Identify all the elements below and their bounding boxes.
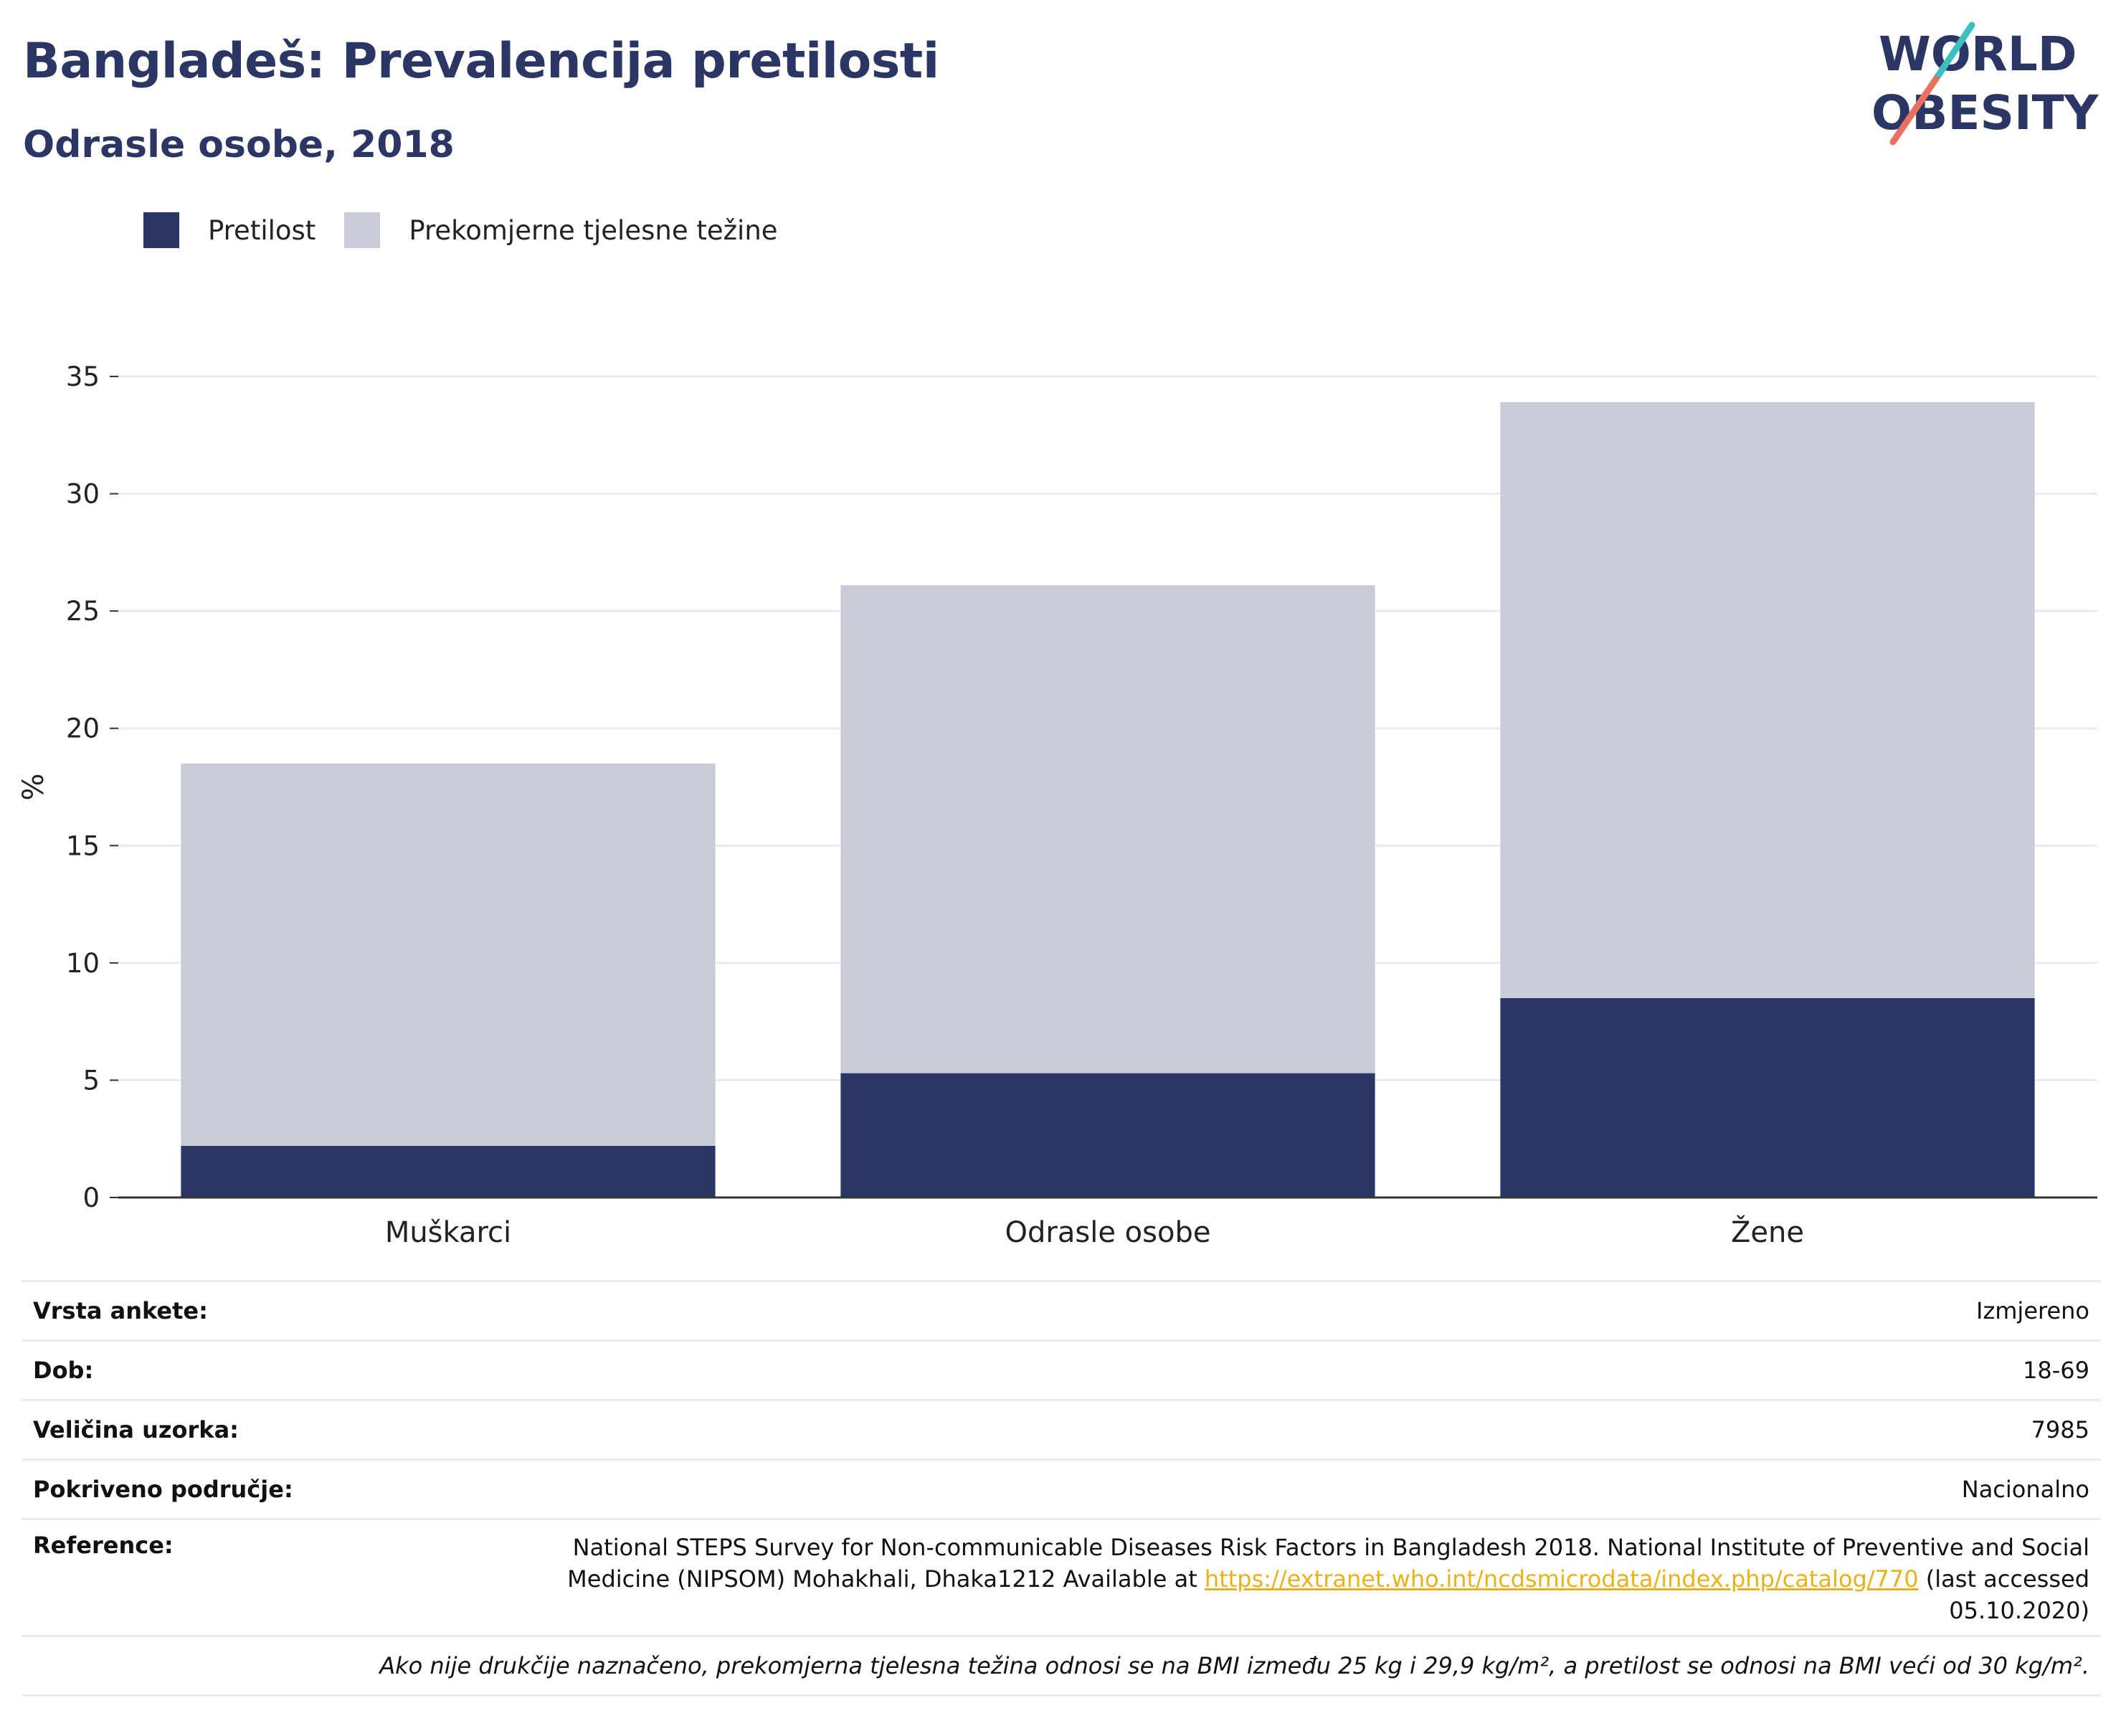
info-row-age: Dob: 18-69 bbox=[22, 1339, 2101, 1399]
y-axis-label: % bbox=[17, 773, 50, 800]
info-row-sample-size: Veličina uzorka: 7985 bbox=[22, 1399, 2101, 1458]
area-value: Nacionalno bbox=[1961, 1476, 2089, 1503]
survey-type-label: Vrsta ankete: bbox=[33, 1297, 208, 1324]
footnote: Ako nije drukčije naznačeno, prekomjerna… bbox=[379, 1652, 2089, 1679]
x-tick-label: Žene bbox=[1731, 1215, 1804, 1249]
logo-line2: OBESITY bbox=[1871, 85, 2099, 141]
reference-accessed: (last accessed 05.10.2020) bbox=[1918, 1565, 2089, 1624]
legend-label-obesity: Pretilost bbox=[208, 214, 316, 246]
bar-obesity bbox=[1500, 997, 2035, 1197]
info-row-reference: Reference: National STEPS Survey for Non… bbox=[22, 1518, 2101, 1635]
bar-obesity bbox=[840, 1073, 1375, 1197]
age-value: 18-69 bbox=[2023, 1357, 2089, 1384]
bar-chart: 0 5 10 15 20 25 30 35% Muškarci Odrasle osobe Žene bbox=[17, 361, 2097, 1249]
sample-size-label: Veličina uzorka: bbox=[33, 1416, 239, 1443]
survey-type-value: Izmjereno bbox=[1976, 1297, 2089, 1324]
y-tick-label: 20 bbox=[66, 713, 100, 744]
reference-value: National STEPS Survey for Non-communicab… bbox=[555, 1532, 2089, 1626]
info-row-survey-type: Vrsta ankete: Izmjereno bbox=[22, 1280, 2101, 1339]
reference-label: Reference: bbox=[33, 1532, 174, 1559]
chart-subtitle: Odrasle osobe, 2018 bbox=[23, 123, 455, 166]
legend-item-overweight[interactable]: Prekomjerne tjelesne težine bbox=[344, 212, 778, 248]
reference-text: National STEPS Survey for Non-communicab… bbox=[567, 1534, 2089, 1593]
y-tick-label: 35 bbox=[66, 361, 100, 392]
sample-size-value: 7985 bbox=[2031, 1416, 2089, 1443]
legend-label-overweight: Prekomjerne tjelesne težine bbox=[409, 214, 778, 246]
legend-item-obesity[interactable]: Pretilost bbox=[143, 212, 315, 248]
legend: Pretilost Prekomjerne tjelesne težine bbox=[143, 212, 807, 248]
bar-overweight bbox=[181, 763, 716, 1147]
bar-obesity bbox=[181, 1146, 716, 1197]
reference-link[interactable]: https://extranet.who.int/ncdsmicrodata/i… bbox=[1204, 1565, 1919, 1593]
legend-swatch-overweight bbox=[344, 212, 381, 248]
area-label: Pokriveno područje: bbox=[33, 1476, 293, 1503]
bar-overweight bbox=[1500, 402, 2035, 998]
y-tick-label: 25 bbox=[66, 596, 100, 627]
y-tick-label: 5 bbox=[82, 1065, 100, 1096]
logo-line1: WORLD bbox=[1879, 27, 2077, 82]
x-tick-label: Odrasle osobe bbox=[1005, 1216, 1211, 1249]
y-tick-label: 15 bbox=[66, 830, 100, 861]
x-tick-label: Muškarci bbox=[385, 1216, 511, 1249]
legend-swatch-obesity bbox=[143, 212, 179, 248]
world-obesity-logo: WORLD OBESITY bbox=[1871, 22, 2099, 146]
info-table: Vrsta ankete: Izmjereno Dob: 18-69 Velič… bbox=[22, 1280, 2101, 1697]
y-tick-label: 0 bbox=[82, 1182, 100, 1213]
y-tick-label: 30 bbox=[66, 479, 100, 510]
y-tick-label: 10 bbox=[66, 948, 100, 979]
info-row-area: Pokriveno područje: Nacionalno bbox=[22, 1458, 2101, 1518]
info-row-footnote: Ako nije drukčije naznačeno, prekomjerna… bbox=[22, 1635, 2101, 1697]
bar-overweight bbox=[840, 585, 1375, 1073]
chart-title: Bangladeš: Prevalencija pretilosti bbox=[23, 33, 939, 90]
age-label: Dob: bbox=[33, 1357, 94, 1384]
